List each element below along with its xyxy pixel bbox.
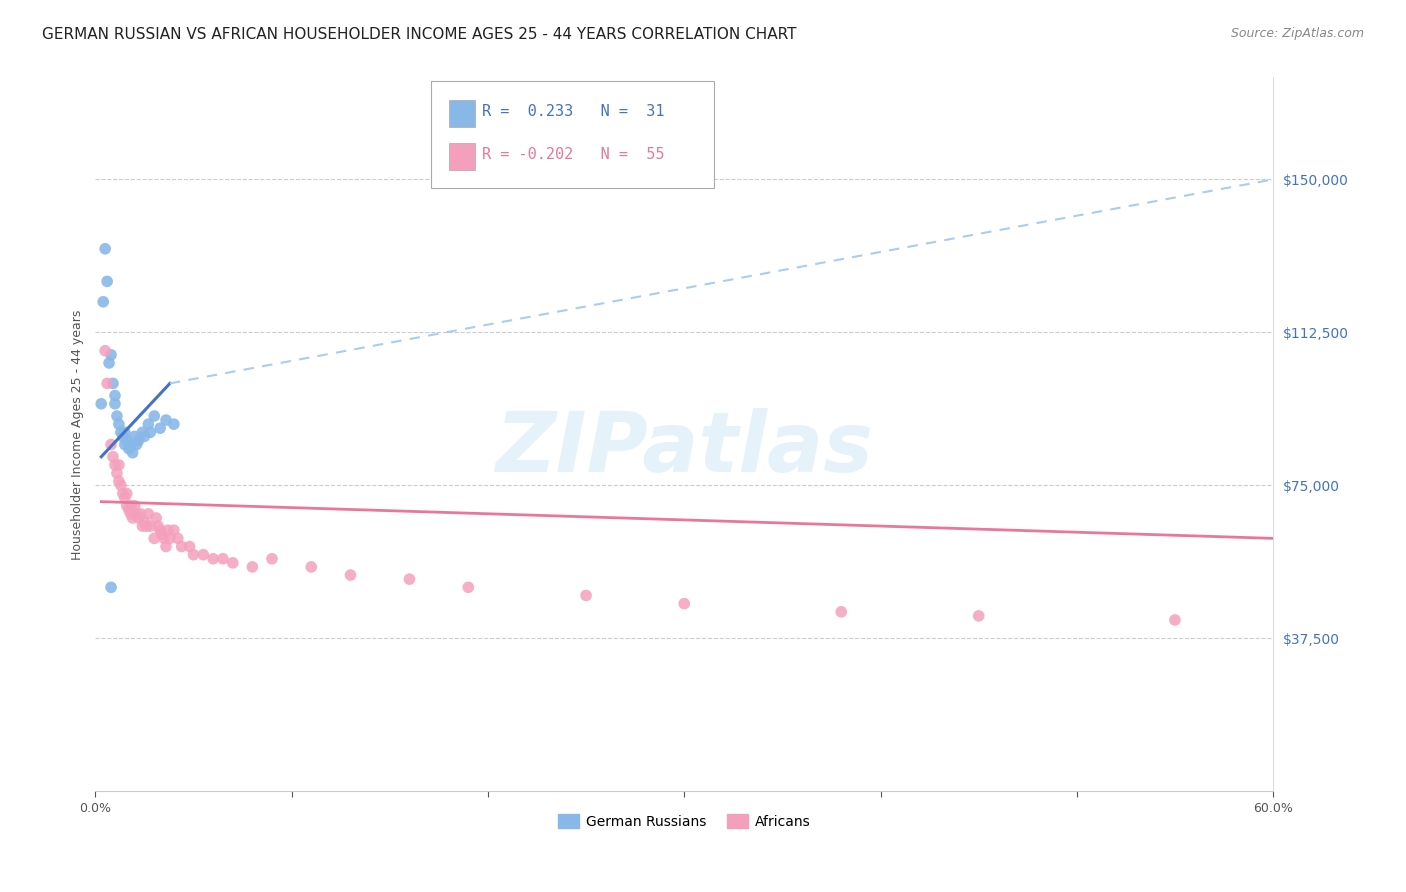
Point xyxy=(398,572,420,586)
Point xyxy=(101,450,124,464)
Y-axis label: Householder Income Ages 25 - 44 years: Householder Income Ages 25 - 44 years xyxy=(72,310,84,559)
Point xyxy=(134,515,156,529)
Point xyxy=(110,478,132,492)
Point xyxy=(94,343,117,358)
Point xyxy=(179,540,201,554)
Point xyxy=(139,425,162,440)
Point xyxy=(156,523,179,537)
Point xyxy=(118,503,141,517)
Point xyxy=(125,437,148,451)
Point xyxy=(202,551,225,566)
Point xyxy=(149,523,172,537)
Point xyxy=(100,437,122,451)
Text: ZIPatlas: ZIPatlas xyxy=(495,409,873,489)
Point xyxy=(673,597,696,611)
Point xyxy=(100,580,122,594)
Point xyxy=(170,540,193,554)
Point xyxy=(159,532,181,546)
Point xyxy=(104,397,127,411)
Point xyxy=(124,429,146,443)
Point xyxy=(115,486,138,500)
Text: R = -0.202   N =  55: R = -0.202 N = 55 xyxy=(482,147,664,162)
Point xyxy=(115,499,138,513)
Point xyxy=(299,560,322,574)
Point xyxy=(138,507,160,521)
Point xyxy=(111,486,134,500)
Point xyxy=(114,425,136,440)
Point xyxy=(153,532,176,546)
Point xyxy=(134,429,156,443)
Point xyxy=(145,511,167,525)
Point xyxy=(91,294,114,309)
Point xyxy=(120,507,142,521)
FancyBboxPatch shape xyxy=(432,81,714,188)
Point xyxy=(104,389,127,403)
Point xyxy=(163,417,186,432)
Point xyxy=(118,442,141,456)
Point xyxy=(155,540,177,554)
Point xyxy=(96,274,118,288)
Point xyxy=(120,499,142,513)
Point xyxy=(222,556,245,570)
Point xyxy=(129,507,152,521)
Point xyxy=(193,548,215,562)
Legend: German Russians, Africans: German Russians, Africans xyxy=(553,808,815,834)
Point xyxy=(125,507,148,521)
Point xyxy=(150,527,173,541)
Point xyxy=(124,499,146,513)
Point xyxy=(138,417,160,432)
Point xyxy=(143,532,166,546)
Point xyxy=(114,437,136,451)
Point xyxy=(110,425,132,440)
Point xyxy=(139,519,162,533)
Point xyxy=(575,589,598,603)
Point xyxy=(242,560,264,574)
Point xyxy=(339,568,361,582)
Point xyxy=(128,511,150,525)
Point xyxy=(830,605,852,619)
Point xyxy=(108,475,131,489)
Point xyxy=(131,519,153,533)
Point xyxy=(90,397,112,411)
Point xyxy=(121,446,143,460)
Point xyxy=(143,409,166,423)
Point xyxy=(260,551,283,566)
Point xyxy=(120,437,142,451)
Point xyxy=(146,519,169,533)
Point xyxy=(101,376,124,391)
Point xyxy=(114,491,136,505)
Point xyxy=(105,409,128,423)
Point xyxy=(166,532,188,546)
Text: Source: ZipAtlas.com: Source: ZipAtlas.com xyxy=(1230,27,1364,40)
Point xyxy=(163,523,186,537)
Point xyxy=(967,608,990,623)
Point xyxy=(108,458,131,472)
Point xyxy=(212,551,235,566)
Point xyxy=(94,242,117,256)
Point xyxy=(115,434,138,448)
Point xyxy=(104,458,127,472)
Point xyxy=(98,356,121,370)
FancyBboxPatch shape xyxy=(449,143,475,170)
Point xyxy=(149,421,172,435)
Point xyxy=(100,348,122,362)
Point xyxy=(121,511,143,525)
Point xyxy=(1164,613,1187,627)
Text: R =  0.233   N =  31: R = 0.233 N = 31 xyxy=(482,104,664,120)
Point xyxy=(96,376,118,391)
Point xyxy=(457,580,479,594)
Point xyxy=(105,466,128,480)
Text: GERMAN RUSSIAN VS AFRICAN HOUSEHOLDER INCOME AGES 25 - 44 YEARS CORRELATION CHAR: GERMAN RUSSIAN VS AFRICAN HOUSEHOLDER IN… xyxy=(42,27,797,42)
Point xyxy=(131,425,153,440)
Point xyxy=(155,413,177,427)
Point xyxy=(111,429,134,443)
FancyBboxPatch shape xyxy=(449,100,475,128)
Point xyxy=(135,519,157,533)
Point xyxy=(108,417,131,432)
Point xyxy=(128,434,150,448)
Point xyxy=(183,548,205,562)
